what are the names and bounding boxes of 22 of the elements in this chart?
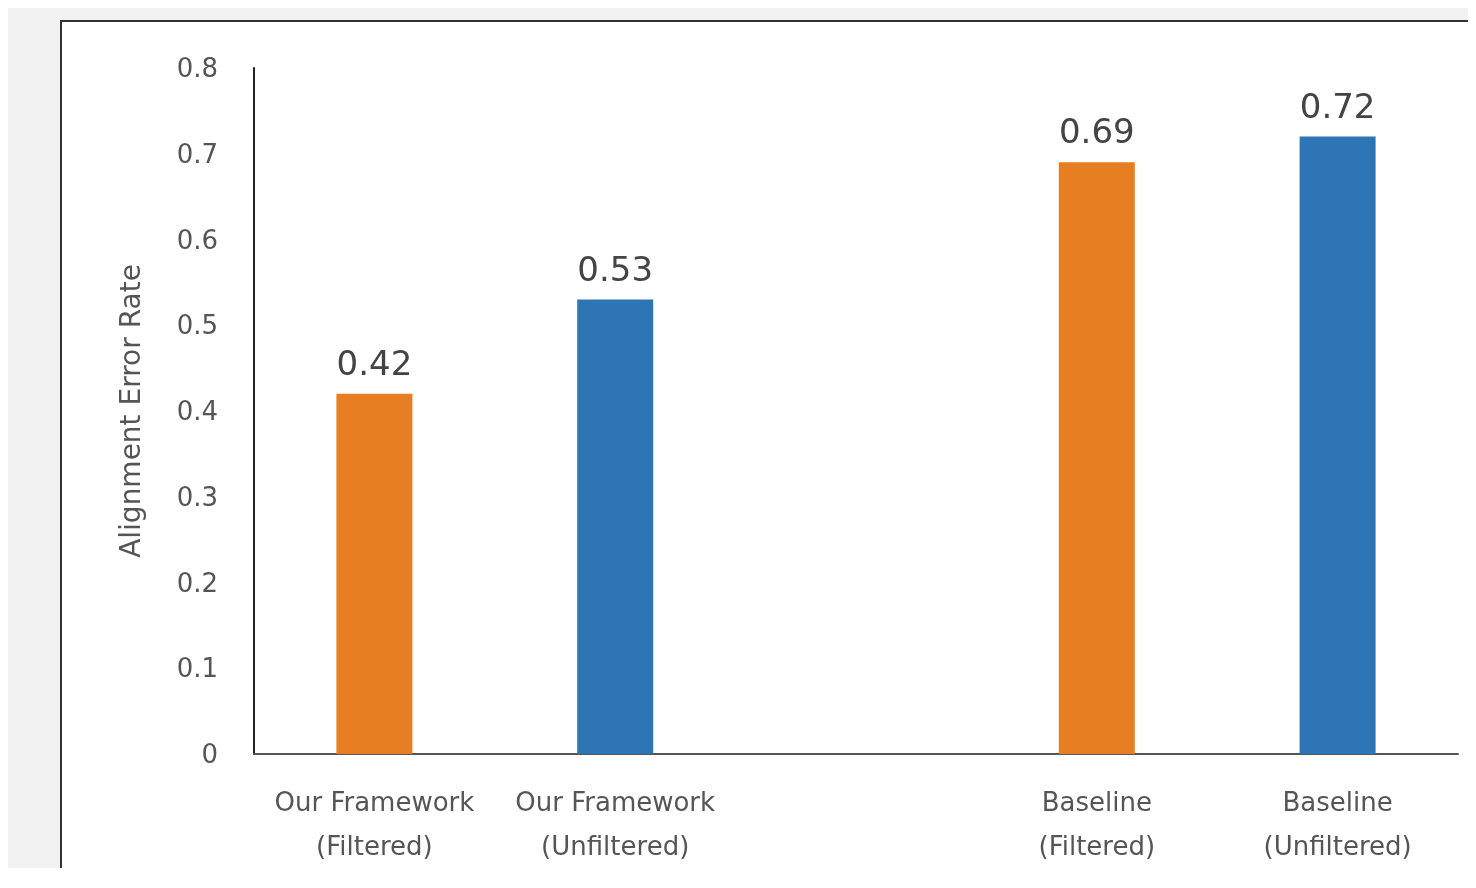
- bar: [1299, 136, 1376, 754]
- y-tick-label: 0.2: [176, 567, 218, 598]
- bar: [577, 299, 654, 754]
- bar: [1058, 162, 1135, 754]
- y-axis-title: Alignment Error Rate: [113, 264, 147, 558]
- y-tick-label: 0.5: [176, 310, 218, 341]
- x-tick-label: Baseline (Unfiltered): [1263, 787, 1412, 861]
- x-tick-label: Our Framework (Unfiltered): [515, 787, 716, 861]
- data-label: 0.69: [1058, 111, 1135, 152]
- y-tick-label: 0.8: [176, 53, 218, 83]
- x-tick-label: Baseline (Filtered): [1038, 787, 1156, 861]
- data-label: 0.53: [577, 248, 654, 289]
- y-tick-label: 0.4: [176, 396, 218, 426]
- bar: [336, 393, 413, 754]
- x-tick-label: Our Framework (Filtered): [274, 787, 475, 861]
- y-tick-label: 0.3: [176, 481, 218, 512]
- y-tick-label: 0: [201, 739, 218, 769]
- data-label: 0.72: [1299, 85, 1376, 126]
- data-label: 0.42: [336, 342, 413, 383]
- y-tick-label: 0.7: [176, 138, 218, 169]
- y-tick-label: 0.1: [176, 653, 218, 684]
- y-tick-label: 0.6: [176, 224, 218, 255]
